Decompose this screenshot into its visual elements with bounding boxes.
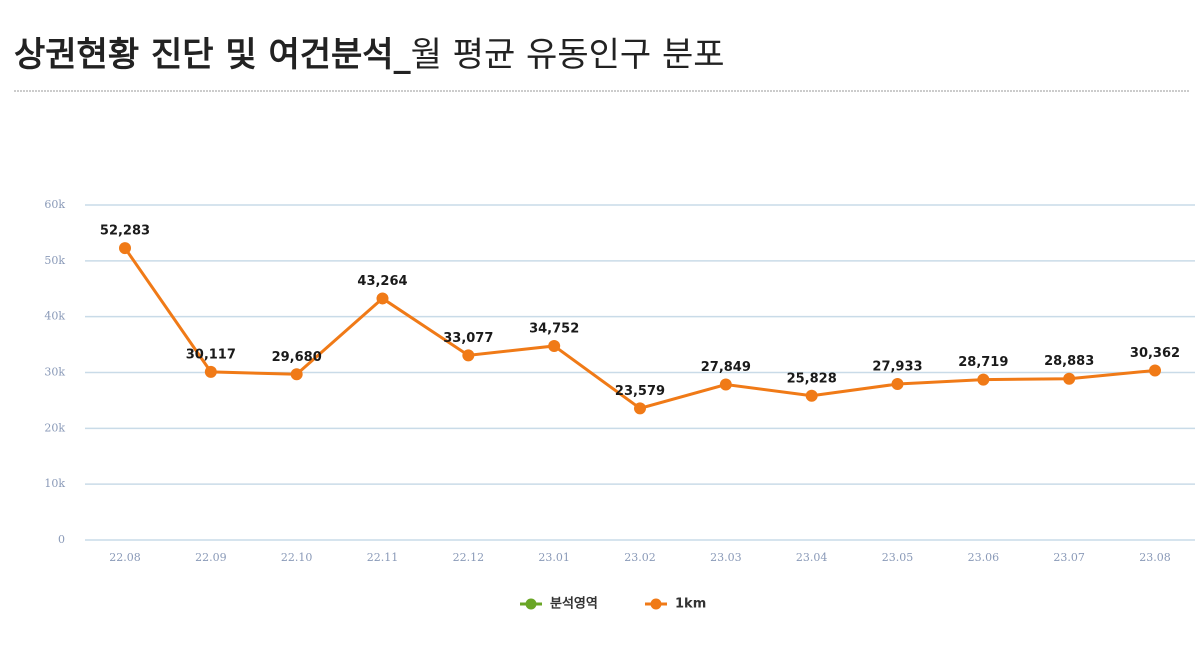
data-label: 25,828 bbox=[787, 371, 837, 386]
data-label: 33,077 bbox=[443, 331, 493, 346]
data-label: 34,752 bbox=[529, 321, 579, 336]
legend-marker bbox=[650, 598, 662, 610]
legend-label: 분석영역 bbox=[550, 596, 598, 612]
data-label: 27,849 bbox=[701, 360, 751, 375]
x-tick-label: 23.04 bbox=[796, 551, 828, 564]
data-label: 29,680 bbox=[272, 350, 322, 365]
y-tick-label: 0 bbox=[58, 533, 65, 546]
data-label: 28,719 bbox=[958, 355, 1008, 370]
data-point bbox=[805, 389, 818, 402]
data-point bbox=[119, 242, 131, 255]
x-tick-label: 22.09 bbox=[195, 551, 227, 564]
y-tick-label: 20k bbox=[44, 421, 65, 434]
y-tick-label: 40k bbox=[44, 310, 65, 323]
data-point bbox=[204, 365, 217, 378]
x-tick-label: 23.08 bbox=[1139, 551, 1171, 564]
x-tick-label: 23.03 bbox=[710, 551, 742, 564]
data-point bbox=[977, 373, 990, 386]
x-tick-label: 22.08 bbox=[109, 551, 141, 564]
data-label: 23,579 bbox=[615, 384, 665, 399]
data-point bbox=[1149, 364, 1161, 377]
x-tick-label: 23.05 bbox=[882, 551, 914, 564]
y-tick-label: 50k bbox=[44, 254, 65, 267]
y-tick-label: 10k bbox=[44, 477, 65, 490]
y-tick-label: 60k bbox=[44, 198, 65, 211]
y-tick-label: 30k bbox=[44, 366, 65, 379]
data-label: 52,283 bbox=[100, 224, 150, 239]
data-point bbox=[290, 368, 303, 381]
data-point bbox=[462, 349, 475, 362]
data-point bbox=[634, 402, 646, 415]
data-label: 28,883 bbox=[1044, 354, 1094, 369]
legend-label: 1km bbox=[675, 597, 706, 612]
data-point bbox=[1063, 372, 1076, 385]
x-tick-label: 22.10 bbox=[281, 551, 313, 564]
legend-marker bbox=[525, 598, 537, 610]
data-label: 27,933 bbox=[872, 360, 922, 375]
data-label: 43,264 bbox=[357, 274, 407, 289]
data-point bbox=[719, 378, 732, 391]
chart-title: 상권현황 진단 및 여건분석_월 평균 유동인구 분포 bbox=[14, 35, 725, 75]
data-point bbox=[548, 339, 561, 352]
x-tick-label: 23.07 bbox=[1053, 551, 1085, 564]
data-label: 30,117 bbox=[186, 347, 236, 362]
x-tick-label: 23.01 bbox=[538, 551, 570, 564]
x-tick-label: 23.02 bbox=[624, 551, 656, 564]
x-tick-label: 22.11 bbox=[367, 551, 399, 564]
data-point bbox=[376, 292, 389, 305]
title-normal: 월 평균 유동인구 분포 bbox=[411, 35, 725, 75]
title-bold: 상권현황 진단 및 여건분석_ bbox=[14, 35, 411, 75]
data-label: 30,362 bbox=[1130, 346, 1180, 361]
x-tick-label: 23.06 bbox=[968, 551, 1000, 564]
x-tick-label: 22.12 bbox=[453, 551, 485, 564]
data-point bbox=[891, 378, 904, 391]
